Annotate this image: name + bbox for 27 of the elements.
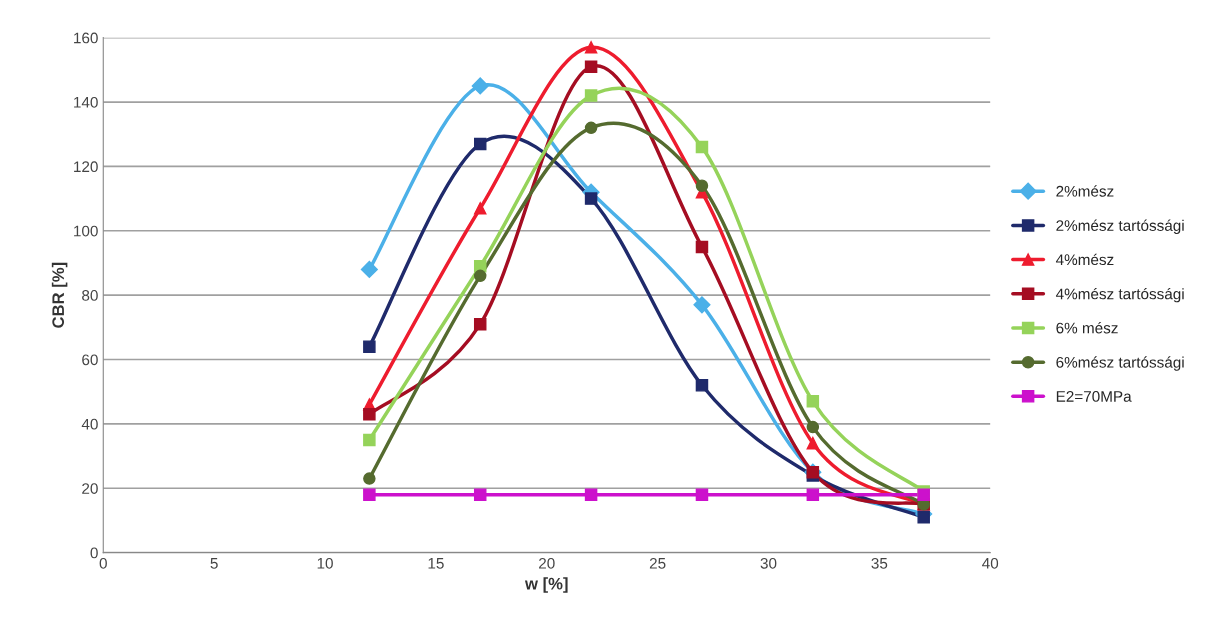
y-axis-title: CBR [%] <box>51 262 68 328</box>
x-tick-label: 15 <box>428 558 444 569</box>
legend-label: 4%mész <box>1055 253 1114 266</box>
x-axis-title: w [%] <box>524 577 568 593</box>
x-tick-label: 35 <box>871 557 888 569</box>
legend-label: 2%mész <box>1056 185 1114 197</box>
y-tick-label: 80 <box>82 290 98 301</box>
legend-label: 4%mész tartóssági <box>1055 287 1184 303</box>
y-tick-label: 20 <box>82 483 98 494</box>
y-tick-label: 160 <box>74 32 98 44</box>
x-tick-label: 0 <box>99 557 107 569</box>
legend-label: 6% mész <box>1056 322 1118 334</box>
legend-label: E2=70MPa <box>1056 391 1132 402</box>
x-tick-label: 10 <box>317 557 333 569</box>
y-tick-label: 60 <box>82 354 98 366</box>
legend-label: 2%mész tartóssági <box>1056 219 1184 234</box>
x-tick-label: 30 <box>760 557 777 569</box>
x-tick-label: 25 <box>649 557 666 569</box>
x-tick-label: 5 <box>210 558 218 569</box>
y-tick-label: 140 <box>74 96 98 108</box>
y-tick-label: 100 <box>74 225 98 237</box>
legend-label: 6%mész tartóssági <box>1056 356 1184 371</box>
x-tick-label: 40 <box>982 557 999 569</box>
y-tick-label: 40 <box>81 418 98 430</box>
x-tick-label: 20 <box>539 557 555 569</box>
y-tick-label: 120 <box>74 161 98 173</box>
y-tick-label: 0 <box>90 547 98 559</box>
